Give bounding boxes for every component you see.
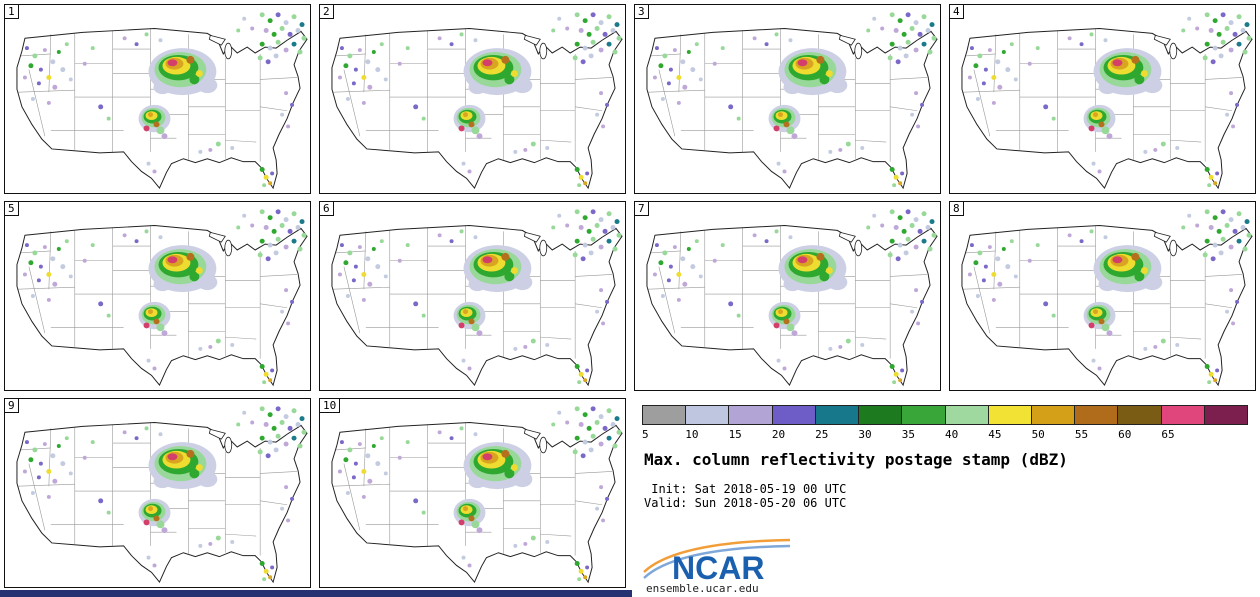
conus-map <box>16 208 308 386</box>
forecast-panel-6[interactable]: 6 <box>319 201 626 391</box>
ncar-logo-text: NCAR <box>672 550 764 582</box>
colorbar-tick-label: 15 <box>728 428 742 441</box>
colorbar-tick-label: 20 <box>771 428 786 441</box>
panel-number: 4 <box>950 5 964 19</box>
colorbar-tick-label: 40 <box>945 428 959 441</box>
colorbar-segment <box>643 406 687 424</box>
colorbar-tick-label: 65 <box>1161 428 1175 441</box>
colorbar-segment <box>902 406 946 424</box>
panel-number: 8 <box>950 202 964 216</box>
forecast-panel-7[interactable]: 7 <box>634 201 941 391</box>
panel-number: 2 <box>320 5 334 19</box>
conus-map <box>331 405 623 583</box>
colorbar-tick-label: 35 <box>901 428 915 441</box>
forecast-panel-3[interactable]: 3 <box>634 4 941 194</box>
conus-map <box>646 208 938 386</box>
colorbar-ticks: 5 10 15 20 25 30 35 40 45 50 55 60 65 <box>642 428 1248 442</box>
colorbar-tick-label: 50 <box>1031 428 1045 441</box>
logo-swoosh-blue-icon <box>643 544 791 579</box>
conus-map <box>331 11 623 189</box>
colorbar-tick-label: 30 <box>858 428 872 441</box>
footer-bar <box>0 590 632 597</box>
colorbar-tick-label: 55 <box>1074 428 1089 441</box>
logo-swoosh-orange-icon <box>643 538 791 573</box>
conus-map <box>646 11 938 189</box>
site-url: ensemble.ucar.edu <box>646 582 759 595</box>
colorbar-tick-label: 5 <box>642 428 649 441</box>
colorbar-segment <box>859 406 903 424</box>
figure-title: Max. column reflectivity postage stamp (… <box>644 450 1068 469</box>
panel-number: 5 <box>5 202 19 216</box>
panel-number: 10 <box>320 399 341 413</box>
colorbar-segment <box>1161 406 1205 424</box>
conus-map <box>961 208 1253 386</box>
legend-area: 5 10 15 20 25 30 35 40 45 50 55 60 65 Max. column re… <box>632 396 1260 595</box>
forecast-panel-5[interactable]: 5 <box>4 201 311 391</box>
panel-number: 3 <box>635 5 649 19</box>
colorbar-segment <box>1031 406 1076 424</box>
forecast-panel-8[interactable]: 8 <box>949 201 1256 391</box>
colorbar-tick-label: 45 <box>988 428 1002 441</box>
forecast-panel-9[interactable]: 9 <box>4 398 311 588</box>
conus-map <box>16 405 308 583</box>
init-time-text: Init: Sat 2018-05-19 00 UTC <box>644 482 847 496</box>
colorbar-tick-label: 60 <box>1118 428 1132 441</box>
colorbar-segment <box>988 406 1032 424</box>
colorbar-segment <box>1075 406 1119 424</box>
ncar-logo: NCAR <box>643 538 791 582</box>
colorbar-segment <box>1204 406 1248 424</box>
valid-time-text: Valid: Sun 2018-05-20 06 UTC <box>644 496 847 510</box>
colorbar-segment <box>686 406 730 424</box>
colorbar-tick-label: 10 <box>685 428 699 441</box>
panel-number: 7 <box>635 202 649 216</box>
colorbar-segment <box>815 406 860 424</box>
panel-number: 9 <box>5 399 19 413</box>
colorbar-segment <box>1118 406 1162 424</box>
colorbar-segment <box>772 406 816 424</box>
conus-map <box>961 11 1253 189</box>
colorbar-segment <box>729 406 773 424</box>
conus-map <box>16 11 308 189</box>
panel-number: 6 <box>320 202 334 216</box>
forecast-panel-4[interactable]: 4 <box>949 4 1256 194</box>
forecast-panel-1[interactable]: 1 <box>4 4 311 194</box>
forecast-panel-10[interactable]: 10 <box>319 398 626 588</box>
conus-map <box>331 208 623 386</box>
colorbar-segment <box>945 406 989 424</box>
colorbar-tick-label: 25 <box>815 428 829 441</box>
forecast-panel-2[interactable]: 2 <box>319 4 626 194</box>
panel-number: 1 <box>5 5 19 19</box>
colorbar <box>642 405 1248 425</box>
